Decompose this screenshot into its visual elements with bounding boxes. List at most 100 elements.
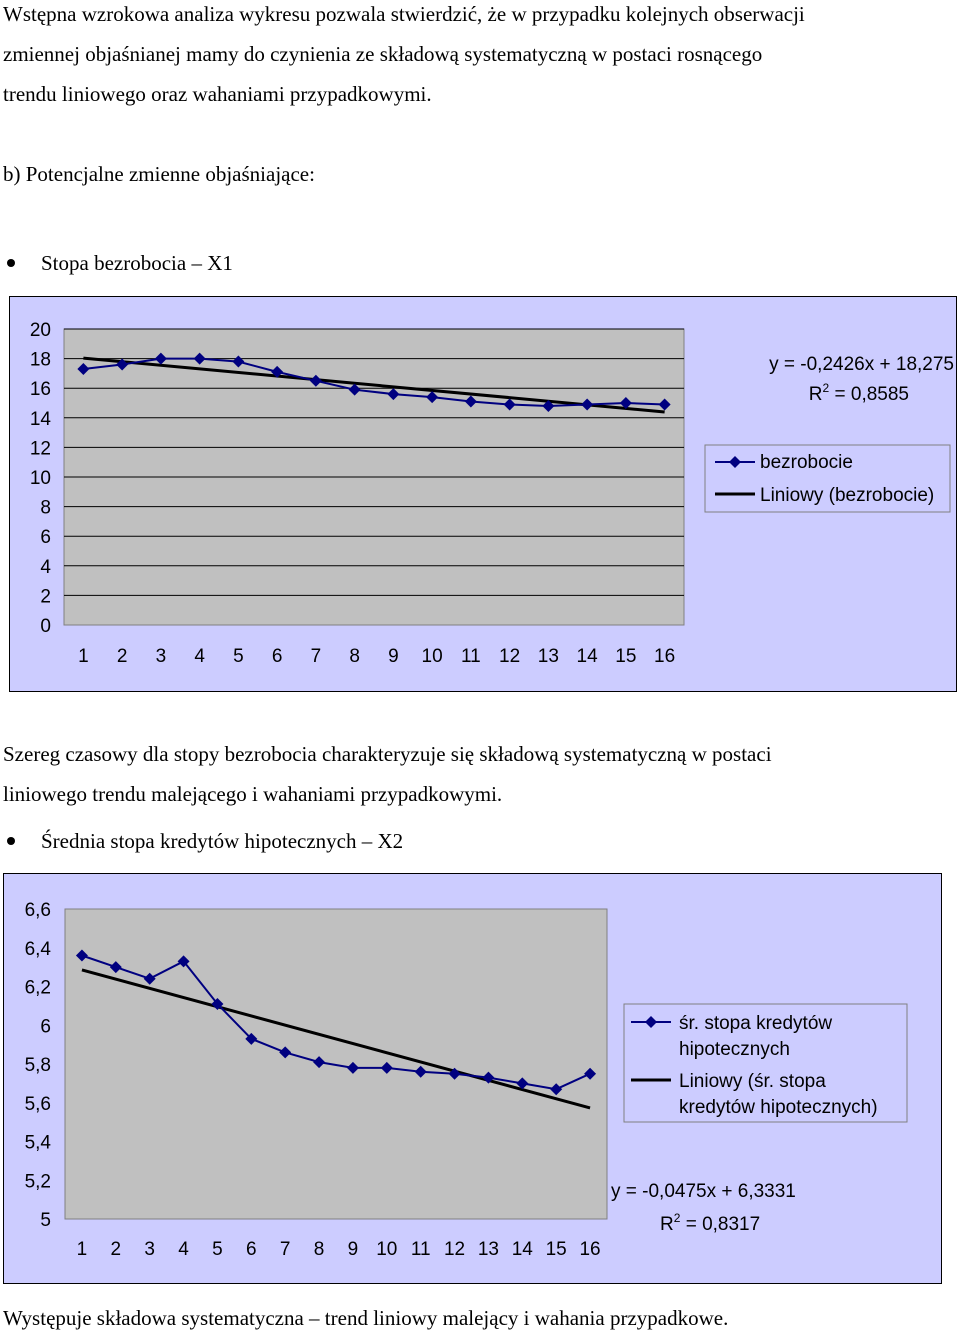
chart-unemployment-y-tick-label: 6 bbox=[40, 527, 51, 548]
chart-mortgage-data-point bbox=[380, 1061, 393, 1074]
chart-mortgage-data-point bbox=[448, 1067, 461, 1080]
chart-mortgage-data-point bbox=[109, 961, 122, 974]
chart-unemployment-x-tick-label: 12 bbox=[499, 646, 520, 667]
chart-unemployment-x-tick-label: 2 bbox=[117, 646, 128, 667]
chart-unemployment-y-tick-label: 16 bbox=[30, 379, 51, 400]
chart-unemployment-x-tick-label: 11 bbox=[461, 646, 481, 667]
chart-mortgage-x-tick-label: 7 bbox=[280, 1239, 291, 1260]
chart-mortgage-data-point bbox=[211, 997, 224, 1010]
chart-unemployment-x-tick-label: 6 bbox=[272, 646, 283, 667]
chart-unemployment-data-point bbox=[309, 374, 322, 387]
chart-unemployment-x-tick-label: 14 bbox=[577, 646, 599, 667]
chart-mortgage-x-tick-label: 14 bbox=[512, 1239, 534, 1260]
legend-trend-label: Liniowy (bezrobocie) bbox=[760, 485, 934, 506]
chart-unemployment-data-point bbox=[232, 355, 245, 368]
chart-unemployment-trendline bbox=[83, 356, 665, 414]
bullet-text-x1: Stopa bezrobocia – X1 bbox=[41, 251, 233, 275]
intro-paragraph: Wstępna wzrokowa analiza wykresu pozwala… bbox=[3, 0, 958, 114]
chart-unemployment-data-point bbox=[503, 398, 516, 411]
chart-mortgage-x-tick-label: 9 bbox=[348, 1239, 359, 1260]
chart-unemployment-y-tick-label: 4 bbox=[40, 557, 51, 578]
chart-mortgage-series-line bbox=[81, 954, 591, 1091]
chart-unemployment-data-point bbox=[116, 358, 129, 371]
chart-unemployment-data-point bbox=[348, 383, 361, 396]
chart-unemployment-y-tick-label: 2 bbox=[40, 586, 51, 607]
chart-unemployment-legend bbox=[704, 444, 951, 513]
chart-unemployment-x-tick-label: 3 bbox=[156, 646, 167, 667]
chart-unemployment-x-tick-label: 4 bbox=[194, 646, 205, 667]
chart-unemployment-x-tick-label: 16 bbox=[654, 646, 675, 667]
middle-line-2: liniowego trendu malejącego i wahaniami … bbox=[3, 782, 503, 806]
chart-unemployment-y-tick-label: 8 bbox=[40, 498, 51, 519]
chart-unemployment-y-tick-label: 14 bbox=[30, 409, 52, 430]
middle-line-1: Szereg czasowy dla stopy bezrobocia char… bbox=[3, 742, 772, 766]
chart-unemployment-data-point bbox=[193, 352, 206, 365]
chart-mortgage-x-tick-label: 8 bbox=[314, 1239, 325, 1260]
chart-mortgage-trendline bbox=[81, 968, 591, 1110]
chart-mortgage-data-point bbox=[346, 1061, 359, 1074]
chart-mortgage-r2: R2 = 0,8317 bbox=[660, 1211, 760, 1235]
chart-mortgage-y-tick-label: 5,8 bbox=[25, 1055, 51, 1076]
chart-unemployment-x-tick-label: 15 bbox=[615, 646, 636, 667]
chart-mortgage-data-point bbox=[550, 1083, 563, 1096]
chart-mortgage-data-point bbox=[584, 1067, 597, 1080]
chart-mortgage-legend bbox=[623, 1003, 908, 1123]
chart-unemployment-data-point bbox=[581, 398, 594, 411]
intro-line-2: zmiennej objaśnianej mamy do czynienia z… bbox=[3, 42, 763, 66]
chart-mortgage-x-tick-label: 4 bbox=[178, 1239, 189, 1260]
chart-mortgage-data-point bbox=[75, 949, 88, 962]
chart-mortgage-x-tick-label: 15 bbox=[546, 1239, 567, 1260]
chart-mortgage-equation: y = -0,0475x + 6,3331 bbox=[611, 1181, 796, 1202]
chart-mortgage-x-tick-label: 1 bbox=[77, 1239, 88, 1260]
chart-mortgage-x-tick-label: 16 bbox=[579, 1239, 600, 1260]
chart-mortgage-data-point bbox=[482, 1071, 495, 1084]
chart-mortgage-x-tick-label: 6 bbox=[246, 1239, 257, 1260]
chart-mortgage-data-point bbox=[516, 1077, 529, 1090]
chart-unemployment-data-point bbox=[154, 352, 167, 365]
chart-unemployment-y-tick-label: 12 bbox=[30, 438, 51, 459]
chart-mortgage-y-tick-label: 6,2 bbox=[25, 978, 51, 999]
middle-paragraph: Szereg czasowy dla stopy bezrobocia char… bbox=[3, 734, 958, 814]
chart-unemployment-y-tick-label: 10 bbox=[30, 468, 51, 489]
chart-unemployment-y-tick-label: 18 bbox=[30, 350, 51, 371]
chart-mortgage-x-tick-label: 12 bbox=[444, 1239, 465, 1260]
chart-mortgage-y-tick-label: 5,2 bbox=[25, 1171, 51, 1192]
chart-unemployment-data-point bbox=[426, 391, 439, 404]
chart-unemployment-x-tick-label: 8 bbox=[349, 646, 360, 667]
chart-mortgage-y-tick-label: 6,6 bbox=[25, 900, 51, 921]
bullet-text-x2: Średnia stopa kredytów hipotecznych – X2 bbox=[41, 829, 404, 853]
legend-series-label: śr. stopa kredytów hipotecznych bbox=[679, 1013, 837, 1060]
chart-unemployment-y-tick-label: 0 bbox=[40, 616, 51, 637]
chart-mortgage-data-point bbox=[279, 1046, 292, 1059]
chart-unemployment-data-point bbox=[271, 365, 284, 378]
chart-unemployment-x-tick-label: 9 bbox=[388, 646, 399, 667]
chart-mortgage-x-tick-label: 11 bbox=[411, 1239, 431, 1260]
bullet-dot bbox=[7, 837, 15, 845]
chart-mortgage-x-tick-label: 2 bbox=[111, 1239, 122, 1260]
chart-unemployment-data-point bbox=[387, 388, 400, 401]
chart-unemployment-x-tick-label: 5 bbox=[233, 646, 244, 667]
legend-series-label: bezrobocie bbox=[760, 452, 853, 473]
chart-mortgage-x-tick-label: 5 bbox=[212, 1239, 223, 1260]
chart-unemployment-data-point bbox=[658, 398, 671, 411]
section-heading: b) Potencjalne zmienne objaśniające: bbox=[3, 162, 315, 186]
chart-mortgage-data-point bbox=[245, 1032, 258, 1045]
intro-line-3: trendu liniowego oraz wahaniami przypadk… bbox=[3, 82, 432, 106]
closing-paragraph: Występuje składowa systematyczna – trend… bbox=[3, 1306, 729, 1330]
chart-mortgage-x-tick-label: 3 bbox=[144, 1239, 155, 1260]
chart-mortgage-data-point bbox=[313, 1056, 326, 1069]
legend-series-marker bbox=[729, 456, 741, 468]
chart-unemployment-x-tick-label: 13 bbox=[538, 646, 559, 667]
chart-mortgage-x-tick-label: 10 bbox=[376, 1239, 397, 1260]
chart-mortgage-y-tick-label: 5 bbox=[40, 1210, 51, 1231]
chart-unemployment-data-point bbox=[542, 399, 555, 412]
chart-unemployment-y-tick-label: 20 bbox=[30, 320, 51, 341]
chart-unemployment-x-tick-label: 10 bbox=[422, 646, 443, 667]
chart-mortgage-y-tick-label: 6,4 bbox=[25, 939, 52, 960]
legend-trend-label: Liniowy (śr. stopa kredytów hipotecznych… bbox=[679, 1071, 878, 1118]
chart-mortgage-y-tick-label: 6 bbox=[40, 1016, 51, 1037]
chart-mortgage-rate: 55,25,45,65,866,26,46,6 1 2 3 4 5 6 7 8 9 10 11 12 1… bbox=[3, 873, 942, 1284]
chart-unemployment-equation: y = -0,2426x + 18,275 bbox=[769, 354, 954, 375]
chart-mortgage-data-point bbox=[414, 1065, 427, 1078]
